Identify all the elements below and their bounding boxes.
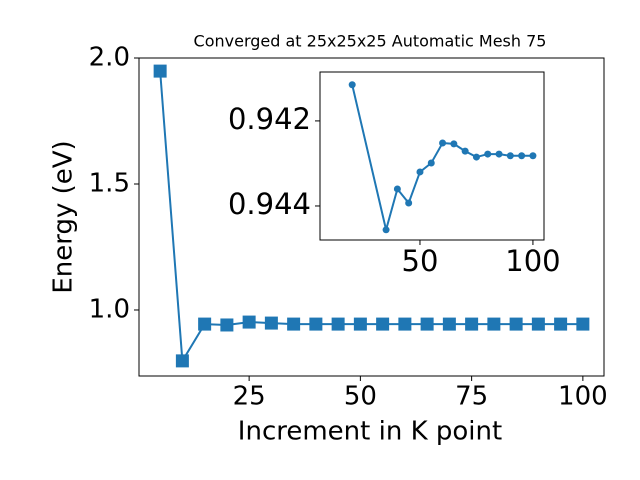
point (576, 317, 590, 331)
point (398, 317, 412, 331)
y-tick-label: 2.0 (89, 43, 130, 73)
x-tick-label: 50 (344, 382, 377, 412)
point (427, 159, 435, 167)
point (439, 139, 447, 147)
point (264, 316, 278, 330)
point (348, 81, 356, 89)
point (153, 64, 167, 78)
plot-area (153, 64, 590, 368)
point (465, 317, 479, 331)
x-tick-label: 100 (505, 244, 560, 278)
point (416, 168, 424, 176)
point (220, 318, 234, 332)
point (554, 317, 568, 331)
y-tick-label: 0.944 (228, 187, 311, 221)
point (331, 317, 345, 331)
point (509, 317, 523, 331)
point (175, 354, 189, 368)
point (242, 315, 256, 329)
point (450, 140, 458, 148)
x-tick-label: 100 (558, 382, 608, 412)
y-tick-label: 1.0 (89, 294, 130, 324)
point (393, 185, 401, 193)
point (287, 317, 301, 331)
point (484, 150, 492, 158)
x-tick-label: 75 (455, 382, 488, 412)
axes-frame (319, 71, 545, 241)
point (529, 152, 537, 160)
point (353, 317, 367, 331)
point (376, 317, 390, 331)
x-tick-label: 50 (402, 244, 439, 278)
chart-title: Converged at 25x25x25 Automatic Mesh 75 (194, 32, 547, 51)
point (518, 152, 526, 160)
point (506, 152, 514, 160)
x-tick-label: 25 (233, 382, 266, 412)
point (495, 150, 503, 158)
point (198, 317, 212, 331)
y-tick-label: 0.942 (228, 102, 311, 136)
y-tick-label: 1.5 (89, 168, 130, 198)
point (309, 317, 323, 331)
point (420, 317, 434, 331)
point (531, 317, 545, 331)
point (487, 317, 501, 331)
point (382, 226, 390, 234)
plot-area (348, 81, 537, 234)
y-axis-label: Energy (eV) (49, 140, 79, 293)
x-axis-label: Increment in K point (238, 417, 502, 447)
axes-frame (138, 57, 605, 377)
point (405, 199, 413, 207)
point (472, 153, 480, 161)
point (461, 147, 469, 155)
point (442, 317, 456, 331)
